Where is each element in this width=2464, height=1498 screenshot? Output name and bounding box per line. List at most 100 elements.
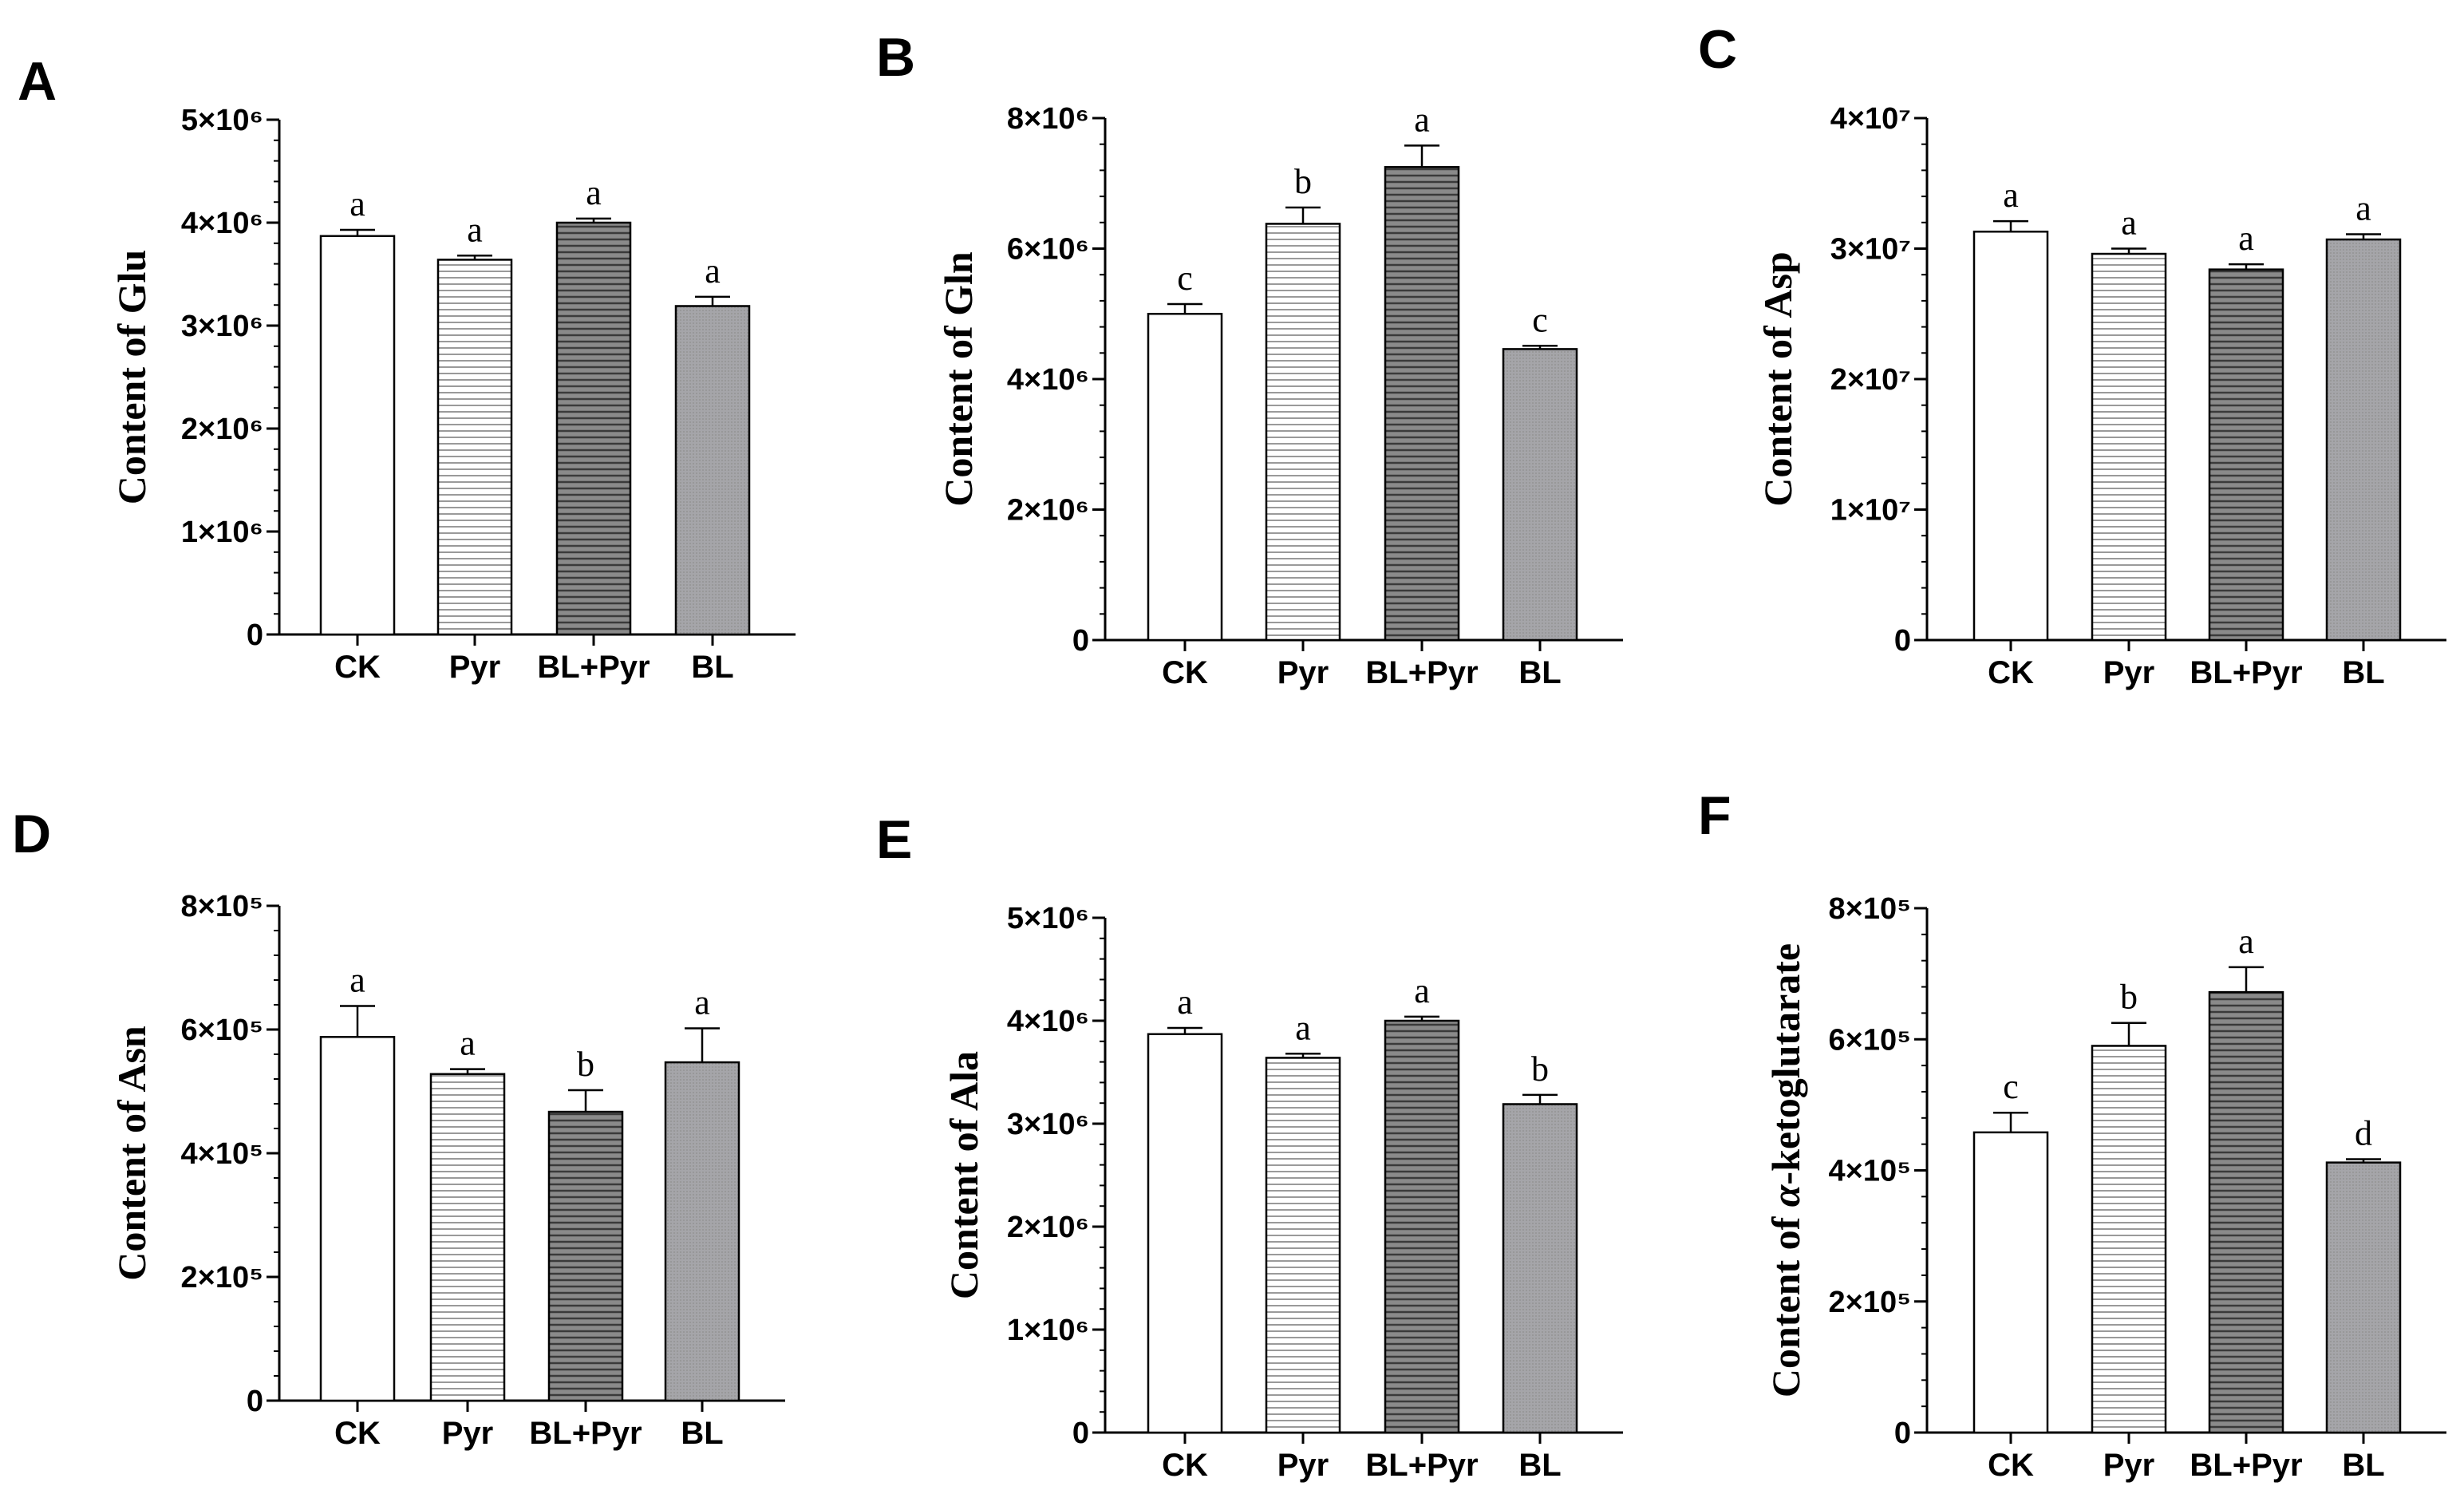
- x-category-label: BL: [2342, 655, 2384, 690]
- y-axis-label-part: -ketoglutarate: [1763, 943, 1808, 1185]
- y-tick-label: 0: [1072, 1417, 1089, 1450]
- significance-letter: a: [349, 184, 365, 223]
- bar-bl-pyr: [1384, 166, 1460, 642]
- significance-letter: a: [1177, 982, 1193, 1022]
- panel-a: A Content of Glu 0 1×10⁶ 2×10⁶ 3×10⁶ 4×10⁶ 5×10…: [18, 51, 796, 685]
- y-tick-label: 8×10⁶: [1007, 102, 1089, 136]
- y-tick-label: 2×10⁵: [1829, 1286, 1911, 1319]
- panel-letter: C: [1698, 19, 1737, 80]
- y-tick-label: 0: [247, 1385, 263, 1418]
- panel-e: E Content of Ala 0 1×10⁶ 2×10⁶ 3×10⁶ 4×10⁶ 5×10…: [876, 809, 1623, 1483]
- y-tick-label: 3×10⁶: [181, 310, 263, 343]
- x-category-label: BL: [691, 650, 733, 685]
- panel-c: C Content of Asp 0 1×10⁷ 2×10⁷ 3×10⁷ 4×10⁷ a CK a…: [1698, 19, 2446, 690]
- y-tick-label: 1×10⁶: [1007, 1314, 1089, 1347]
- y-axis-label: Content of Glu: [109, 250, 154, 504]
- y-tick-label: 0: [1894, 624, 1911, 658]
- significance-letter: a: [2003, 176, 2019, 215]
- y-tick-label: 8×10⁵: [181, 890, 263, 923]
- bar-pyr: [436, 259, 513, 636]
- y-tick-label: 4×10⁶: [181, 207, 263, 240]
- significance-letter: a: [694, 982, 710, 1022]
- bar-bl: [2325, 1161, 2402, 1434]
- y-tick-label: 6×10⁶: [1007, 233, 1089, 267]
- bar-bl: [674, 305, 751, 636]
- x-category-label: BL+Pyr: [2190, 655, 2302, 690]
- x-category-label: BL+Pyr: [1365, 1448, 1478, 1483]
- significance-letter: a: [2238, 219, 2254, 258]
- bar-pyr: [2091, 252, 2167, 642]
- y-tick-label: 5×10⁶: [1007, 902, 1089, 935]
- x-category-label: BL+Pyr: [529, 1416, 642, 1451]
- x-category-label: Pyr: [1277, 655, 1329, 690]
- x-category-label: CK: [1162, 655, 1208, 690]
- y-tick-label: 2×10⁶: [181, 413, 263, 446]
- bar-pyr: [1265, 223, 1341, 642]
- panel-letter: B: [876, 27, 915, 88]
- bar-ck: [1147, 313, 1223, 642]
- panel-b: B Content of Gln 0 2×10⁶ 4×10⁶ 6×10⁶ 8×10⁶ c CK b…: [876, 27, 1623, 690]
- significance-letter: b: [577, 1045, 594, 1084]
- panel-letter: F: [1698, 785, 1732, 846]
- bar-ck: [1147, 1033, 1223, 1434]
- y-tick-label: 4×10⁶: [1007, 1005, 1089, 1038]
- y-tick-label: 3×10⁷: [1830, 233, 1911, 267]
- y-axis-label: Content of α-ketoglutarate: [1763, 943, 1808, 1397]
- significance-letter: c: [1532, 300, 1548, 339]
- bar-bl: [1502, 348, 1578, 642]
- y-tick-label: 4×10⁷: [1830, 102, 1911, 136]
- x-category-label: Pyr: [449, 650, 501, 685]
- significance-letter: a: [2121, 204, 2137, 243]
- bar-ck: [1972, 230, 2049, 642]
- y-tick-label: 5×10⁶: [181, 104, 263, 137]
- x-category-label: BL: [2342, 1448, 2384, 1483]
- y-tick-label: 8×10⁵: [1829, 892, 1911, 926]
- y-tick-label: 2×10⁷: [1830, 363, 1911, 397]
- y-tick-label: 4×10⁵: [181, 1137, 263, 1171]
- y-tick-label: 4×10⁵: [1829, 1155, 1911, 1188]
- panel-letter: E: [876, 809, 912, 870]
- significance-letter: a: [705, 251, 721, 291]
- x-category-label: BL: [681, 1416, 723, 1451]
- y-axis-label-part: α: [1763, 1184, 1808, 1207]
- x-category-label: BL: [1518, 1448, 1561, 1483]
- y-axis-label-part: Content of: [1763, 1207, 1808, 1397]
- y-tick-label: 2×10⁵: [181, 1261, 263, 1294]
- x-category-label: BL+Pyr: [1365, 655, 1478, 690]
- bar-bl: [1502, 1103, 1578, 1434]
- y-tick-label: 0: [247, 619, 263, 652]
- y-tick-label: 0: [1894, 1417, 1911, 1450]
- significance-letter: a: [467, 210, 483, 249]
- y-axis-label: Content of Gln: [936, 251, 981, 507]
- x-category-label: Pyr: [442, 1416, 494, 1451]
- significance-letter: b: [1531, 1049, 1549, 1089]
- significance-letter: b: [2120, 978, 2138, 1017]
- significance-letter: c: [2003, 1067, 2019, 1106]
- bar-ck: [319, 235, 396, 636]
- y-axis-label: Content of Asp: [1755, 251, 1800, 506]
- bar-bl-pyr: [2208, 990, 2284, 1434]
- y-tick-label: 6×10⁵: [181, 1014, 263, 1047]
- significance-letter: a: [1414, 971, 1430, 1010]
- y-axis-label: Content of Ala: [942, 1051, 986, 1299]
- significance-letter: a: [1295, 1008, 1311, 1047]
- bar-bl: [664, 1061, 740, 1402]
- significance-letter: d: [2355, 1114, 2372, 1153]
- x-category-label: Pyr: [2103, 1448, 2155, 1483]
- x-category-label: Pyr: [2103, 655, 2155, 690]
- bar-bl-pyr: [555, 221, 632, 636]
- bar-bl-pyr: [547, 1110, 624, 1402]
- y-tick-label: 1×10⁶: [181, 516, 263, 549]
- y-tick-label: 6×10⁵: [1829, 1023, 1911, 1057]
- significance-letter: a: [2238, 922, 2254, 961]
- significance-letter: a: [1414, 100, 1430, 139]
- x-category-label: BL+Pyr: [2190, 1448, 2302, 1483]
- bar-pyr: [429, 1073, 506, 1402]
- x-category-label: Pyr: [1277, 1448, 1329, 1483]
- x-category-label: CK: [1162, 1448, 1208, 1483]
- significance-letter: a: [2355, 189, 2371, 228]
- bar-bl: [2325, 238, 2402, 642]
- x-category-label: BL+Pyr: [537, 650, 650, 685]
- x-category-label: CK: [334, 1416, 381, 1451]
